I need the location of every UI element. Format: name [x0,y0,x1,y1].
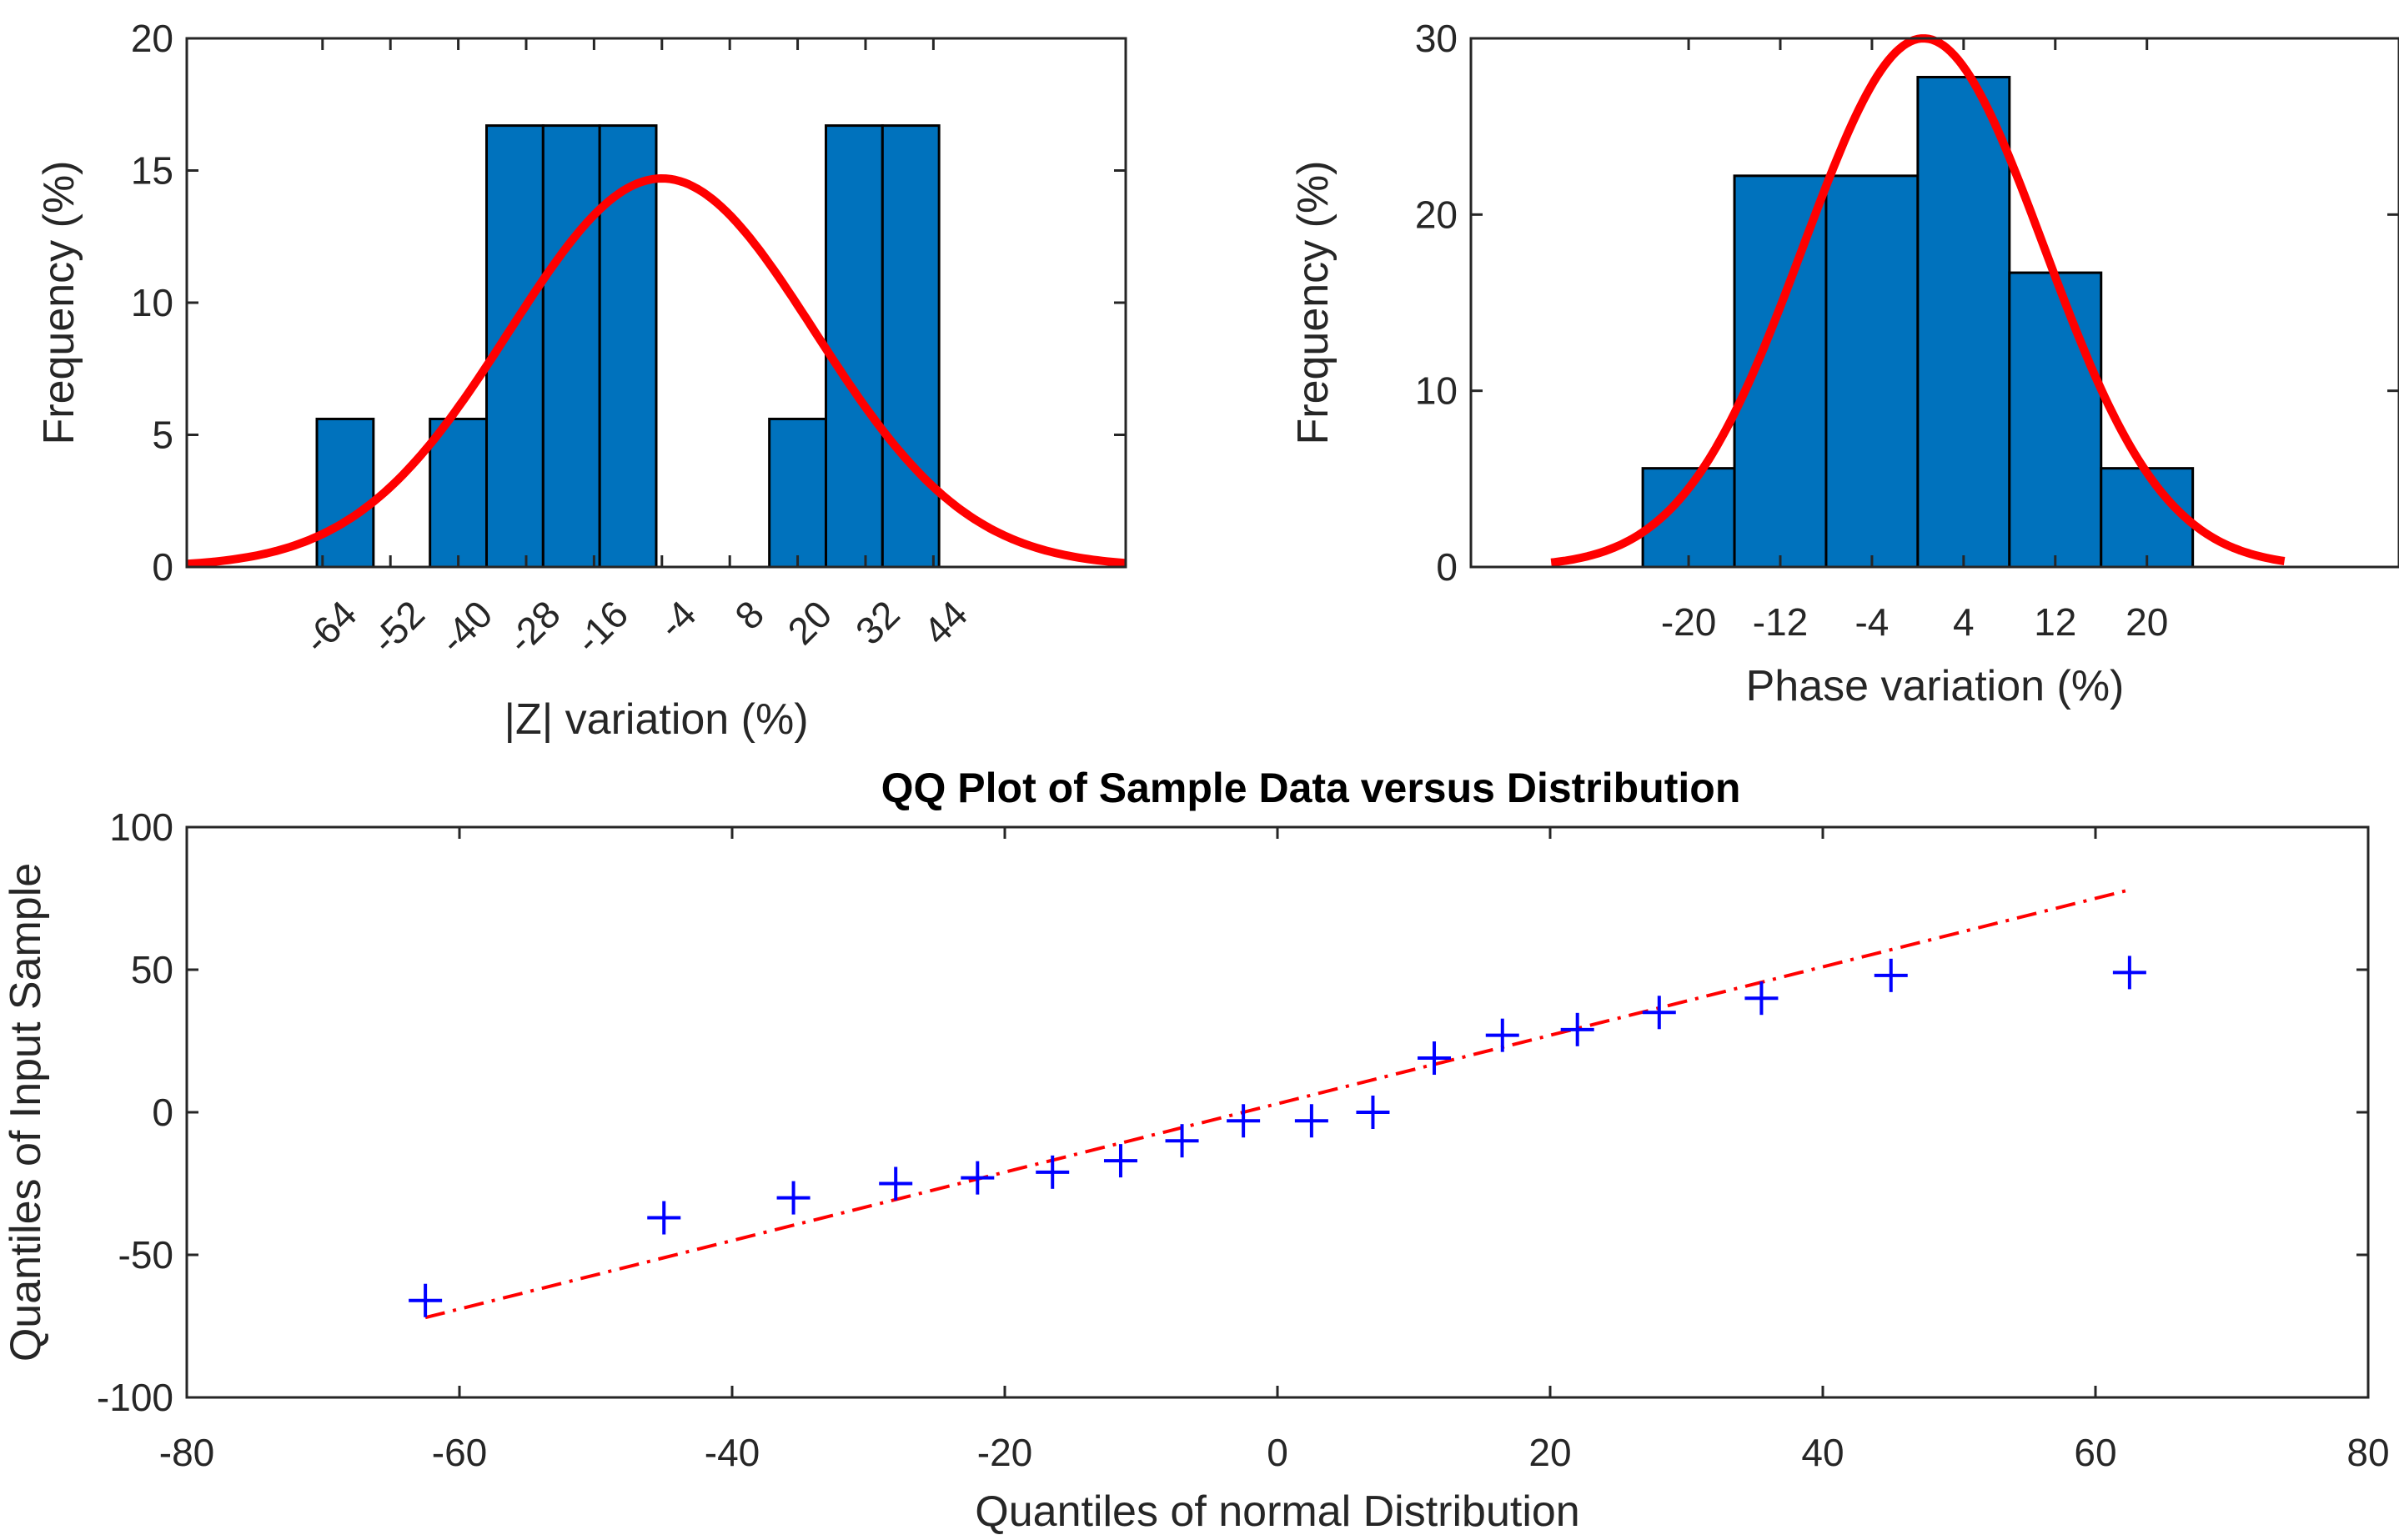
z-hist-xtick-label-0: -64 [295,592,365,662]
qq-plot-marker-16 [1874,958,1908,992]
phase-hist-xtick-label-3: 4 [1953,600,1975,644]
z-hist-xtick-label-3: -28 [499,592,569,662]
phase-hist-ytick-label-1: 10 [1415,369,1458,413]
z-hist-ytick-label-4: 20 [131,17,173,60]
z-hist-xtick-label-4: -16 [566,592,636,662]
qq-plot-marker-15 [1744,981,1779,1016]
qq-plot-ytick-label-1: -50 [118,1233,173,1277]
phase-hist-xtick-label-0: -20 [1661,600,1716,644]
qq-plot-xtick-label-0: -80 [159,1431,214,1474]
phase-hist-xtick-label-5: 20 [2125,600,2168,644]
z-hist-bar-10 [881,124,941,569]
qq-plot-marker-9 [1294,1104,1328,1138]
qq-plot-marker-8 [1227,1104,1261,1138]
phase-hist-xtick-label-1: -12 [1753,600,1808,644]
qq-plot-marker-14 [1642,996,1676,1030]
qq-plot-marker-4 [961,1161,995,1195]
z-hist-xtick-label-8: 32 [847,592,908,653]
qq-plot-ytick-label-3: 50 [131,948,173,991]
phase-hist-xlabel: Phase variation (%) [1746,662,2125,710]
z-hist-xtick-label-1: -52 [363,592,433,662]
phase-hist-ylabel: Frequency (%) [1289,161,1338,445]
qq-plot-ytick-label-2: 0 [152,1091,173,1134]
z-hist-bar-2 [429,417,489,569]
qq-plot-xtick-label-1: -60 [432,1431,487,1474]
phase-hist-ytick-label-3: 30 [1415,17,1458,60]
qq-plot-marker-3 [879,1166,913,1201]
phase-hist-ytick-label-2: 20 [1415,193,1458,236]
qq-plot-marker-11 [1418,1041,1452,1076]
phase-hist-bar-4 [2008,271,2103,569]
qq-plot-chart: -80 -60 -40 -20 0 20 40 60 80 -100 -50 0 50 100 Quanti… [2,765,2390,1536]
z-hist-bar-9 [824,124,884,569]
z-hist-xlabel: |Z| variation (%) [504,695,808,744]
qq-plot-title: QQ Plot of Sample Data versus Distributi… [881,765,1741,811]
qq-plot-xtick-label-4: 0 [1267,1431,1288,1474]
phase-hist-axes-box [1469,37,2399,569]
qq-plot-ylabel: Quantiles of Input Sample [2,863,50,1362]
qq-plot-ytick-label-0: -100 [97,1376,173,1419]
z-hist-xtick-label-7: 20 [779,592,840,653]
qq-plot-xtick-label-6: 40 [1801,1431,1844,1474]
z-hist-ytick-label-2: 10 [131,281,173,324]
qq-plot-reference-line [424,888,2130,1320]
z-hist-xtick-label-2: -40 [431,592,501,662]
phase-hist-xtick-label-4: 12 [2034,600,2076,644]
z-hist-bar-0 [315,417,375,569]
qq-plot-marker-6 [1103,1144,1137,1178]
qq-plot-marker-17 [2112,956,2146,990]
qq-plot-ytick-label-4: 100 [109,805,173,849]
qq-plot-marker-7 [1165,1124,1199,1158]
qq-plot-marker-2 [776,1181,811,1215]
qq-plot-plot-area [187,827,2368,1397]
z-hist-ytick-label-0: 0 [152,545,173,589]
z-hist-ytick-label-1: 5 [152,414,173,457]
z-hist-bar-4 [541,124,601,569]
qq-plot-xtick-label-2: -40 [705,1431,760,1474]
z-hist-bar-5 [598,124,658,569]
z-hist-ytick-label-3: 15 [131,149,173,193]
z-hist-xtick-label-9: 44 [915,592,976,653]
z-hist-bar-8 [768,417,827,569]
phase-hist-bar-5 [2100,467,2195,569]
qq-plot-xlabel: Quantiles of normal Distribution [975,1487,1579,1536]
phase-hist-bar-2 [1824,174,1920,569]
phase-hist-bar-1 [1733,174,1828,569]
qq-plot-marker-5 [1036,1155,1070,1189]
qq-plot-xtick-label-3: -20 [977,1431,1032,1474]
qq-plot-marker-1 [647,1201,681,1235]
z-hist-xtick-label-6: 8 [726,592,772,638]
qq-plot-marker-13 [1560,1012,1594,1046]
qq-plot-xtick-label-5: 20 [1528,1431,1571,1474]
qq-plot-marker-12 [1485,1018,1519,1052]
phase-hist-ytick-label-0: 0 [1436,545,1458,589]
qq-plot-marker-10 [1356,1096,1390,1129]
z-hist-xtick-label-5: -4 [650,592,705,647]
phase-hist-chart: -20 -12 -4 4 12 20 0 10 20 30 Phase variation (%) F… [1289,17,2399,710]
z-hist-fit-curve [186,174,1127,569]
phase-hist-bar-3 [1916,75,2011,569]
qq-plot-marker-0 [409,1283,443,1317]
z-hist-ylabel: Frequency (%) [35,161,83,445]
qq-plot-xtick-label-8: 80 [2346,1431,2389,1474]
phase-hist-xtick-label-2: -4 [1854,600,1889,644]
qq-plot-xtick-label-7: 60 [2074,1431,2116,1474]
